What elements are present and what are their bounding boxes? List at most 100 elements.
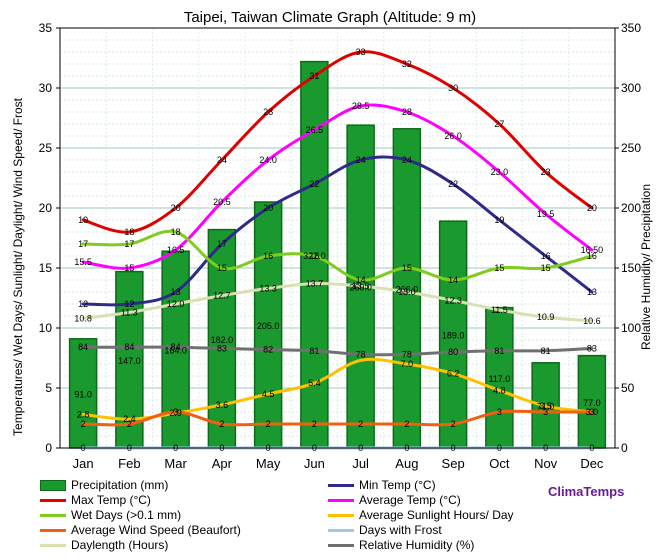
daylength-data-label: 13.3: [259, 283, 277, 293]
y-right-tick-label: 100: [621, 321, 641, 335]
series-lines: [81, 50, 594, 450]
wet-days-data-label: 16: [587, 251, 597, 261]
max-temp-data-label: 27: [494, 119, 504, 129]
sunlight-hours-data-label: 3.5: [539, 401, 552, 411]
y-left-tick-label: 0: [45, 441, 52, 455]
legend-item-max-temp: Max Temp (°C): [40, 492, 151, 508]
legend-swatch: [40, 480, 66, 492]
legend-swatch: [328, 514, 354, 518]
min-temp-data-label: 22: [309, 179, 319, 189]
y-axis-left-label: Temperatures/ Wet Days/ Sunlight/ Daylig…: [11, 97, 25, 436]
legend-swatch: [40, 544, 66, 548]
legend-swatch: [40, 529, 66, 533]
precipitation-data-label: 91.0: [74, 389, 92, 399]
relative-humidity-data-label: 81: [309, 346, 319, 356]
legend-swatch: [40, 514, 66, 518]
precipitation-data-label: 269.0: [349, 283, 372, 293]
relative-humidity-data-label: 78: [402, 349, 412, 359]
legend: Precipitation (mm) Min Temp (°C) Max Temp …: [40, 477, 640, 557]
max-temp-data-label: 23: [541, 167, 551, 177]
precipitation-bar: [577, 354, 607, 449]
daylength-data-label: 13.5: [352, 281, 370, 291]
daylength-data-label: 11.5: [491, 305, 508, 315]
relative-humidity-data-label: 83: [217, 343, 227, 353]
legend-item-wet-days: Wet Days (>0.1 mm): [40, 507, 181, 523]
max-temp-data-label: 31: [309, 71, 319, 81]
min-temp-data-label: 12: [124, 299, 134, 309]
legend-item-wind-speed: Average Wind Speed (Beaufort): [40, 522, 241, 538]
sunlight-hours-data-label: 2.4: [123, 414, 136, 424]
wet-days-data-label: 15: [217, 263, 227, 273]
wind-speed-data-label: 2: [358, 419, 363, 429]
precipitation-data-label: 71.0: [537, 401, 555, 411]
sunlight-hours-data-label: 6.2: [447, 369, 460, 379]
wind-speed-data-label: 3: [543, 407, 548, 417]
wind-speed-data-label: 2: [127, 419, 132, 429]
x-tick-label: Apr: [212, 456, 233, 471]
precipitation-data-label: 182.0: [211, 335, 234, 345]
x-tick-label: Sep: [442, 456, 465, 471]
min-temp-line: [81, 155, 594, 307]
chart-title: Taipei, Taiwan Climate Graph (Altitude: …: [184, 9, 476, 26]
sunlight-hours-data-label: 2.8: [77, 409, 90, 419]
legend-swatch: [40, 499, 66, 503]
sunlight-hours-data-label: 7.0: [401, 359, 414, 369]
max-temp-data-label: 32: [402, 59, 412, 69]
x-tick-label: Jun: [304, 456, 325, 471]
x-tick-label: Mar: [164, 456, 187, 471]
average-temp-data-label: 20.5: [213, 197, 231, 207]
legend-label: Precipitation (mm): [71, 478, 169, 492]
wind-speed-data-label: 2: [404, 419, 409, 429]
average-temp-data-label: 16.5: [167, 245, 185, 255]
wind-speed-data-label: 3: [589, 407, 594, 417]
sunlight-hours-data-label: 3.6: [216, 400, 229, 410]
wind-speed-line: [81, 409, 594, 427]
min-temp-data-label: 12: [78, 299, 88, 309]
max-temp-data-label: 20: [171, 203, 181, 213]
legend-swatch: [328, 484, 354, 488]
legend-label: Relative Humidity (%): [359, 538, 475, 552]
average-temp-line: [81, 103, 594, 270]
daylength-data-label: 10.9: [537, 312, 555, 322]
max-temp-data-label: 20: [587, 203, 597, 213]
precipitation-bar: [392, 128, 422, 449]
x-tick-label: Aug: [395, 456, 418, 471]
sunlight-hours-data-label: 4.5: [262, 389, 275, 399]
legend-item-daylength: Daylength (Hours): [40, 537, 168, 553]
relative-humidity-line: [81, 345, 594, 357]
average-temp-data-label: 28: [402, 107, 412, 117]
chart-canvas: Taipei, Taiwan Climate Graph (Altitude: …: [11, 9, 653, 471]
wet-days-data-label: 14: [448, 275, 458, 285]
x-tick-label: Nov: [534, 456, 558, 471]
legend-swatch: [328, 544, 354, 548]
min-temp-data-label: 19: [494, 215, 504, 225]
legend-item-precipitation: Precipitation (mm): [40, 477, 168, 493]
wet-days-data-label: 15: [402, 263, 412, 273]
y-right-tick-label: 350: [621, 21, 641, 35]
average-temp-data-label: 19.5: [537, 209, 555, 219]
average-temp-data-label: 23.0: [491, 167, 509, 177]
wet-days-data-label: 18: [171, 227, 181, 237]
wind-speed-data-label: 2: [451, 419, 456, 429]
daylength-data-label: 10.8: [74, 313, 92, 323]
max-temp-data-label: 33: [356, 47, 366, 57]
legend-item-relative-humidity: Relative Humidity (%): [328, 537, 474, 553]
daylength-data-label: 12.7: [213, 291, 231, 301]
y-left-tick-label: 15: [39, 261, 53, 275]
relative-humidity-data-label: 84: [78, 342, 88, 352]
y-left-tick-label: 20: [39, 201, 53, 215]
relative-humidity-data-label: 84: [171, 342, 181, 352]
min-temp-data-label: 20: [263, 203, 273, 213]
y-left-tick-label: 35: [39, 21, 53, 35]
precipitation-data-label: 322.0: [303, 251, 326, 261]
daylength-data-label: 12.3: [444, 295, 462, 305]
legend-item-average-temp: Average Temp (°C): [328, 492, 461, 508]
relative-humidity-data-label: 83: [587, 343, 597, 353]
y-axis-right-label: Relative Humidity/ Precipitation: [639, 184, 653, 350]
wet-days-data-label: 15: [541, 263, 551, 273]
max-temp-line: [81, 50, 594, 234]
daylength-data-label: 13.7: [306, 279, 324, 289]
wet-days-data-label: 15: [494, 263, 504, 273]
